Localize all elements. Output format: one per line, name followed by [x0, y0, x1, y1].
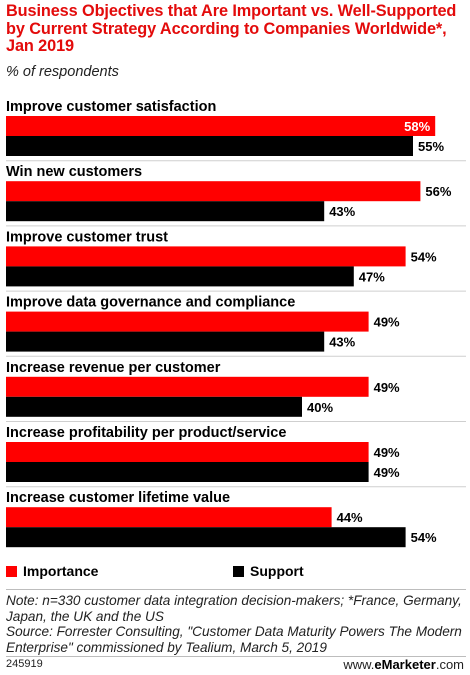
note-text: Note: n=330 customer data integration de…	[6, 593, 462, 624]
data-label: 40%	[307, 400, 333, 415]
bar-support	[6, 396, 302, 417]
bar-importance	[6, 246, 406, 267]
footer-divider	[6, 589, 466, 590]
category-label: Improve data governance and compliance	[6, 295, 295, 311]
bar-support	[6, 201, 325, 222]
data-label: 56%	[425, 184, 451, 199]
legend-swatch-importance	[6, 566, 17, 577]
bar-chart: Improve customer satisfaction 58% 55% Win n…	[6, 99, 466, 548]
brand-link[interactable]: www.eMarketer.com	[343, 657, 464, 672]
footer-bottom-divider	[6, 656, 466, 657]
legend-item-importance: Importance	[6, 563, 98, 579]
data-label: 49%	[374, 465, 400, 480]
footnote: Note: n=330 customer data integration de…	[6, 593, 466, 655]
bar-support	[6, 266, 354, 287]
data-label: 54%	[411, 530, 437, 545]
data-label: 43%	[329, 335, 355, 350]
brand-name: eMarketer	[374, 657, 436, 672]
data-label: 47%	[359, 269, 385, 284]
bar-support	[6, 331, 325, 352]
data-label: 58%	[404, 119, 430, 134]
category-label: Improve customer trust	[6, 229, 168, 245]
data-label: 43%	[329, 204, 355, 219]
category-label: Improve customer satisfaction	[6, 99, 216, 115]
data-label: 49%	[374, 380, 400, 395]
legend-label-importance: Importance	[23, 563, 99, 579]
data-label: 44%	[337, 510, 363, 525]
category-label: Win new customers	[6, 164, 142, 180]
category-label: Increase profitability per product/servi…	[6, 425, 286, 441]
brand-prefix: www.	[343, 657, 375, 672]
data-label: 55%	[418, 139, 444, 154]
legend-swatch-support	[233, 566, 244, 577]
chart-title: Business Objectives that Are Important v…	[6, 2, 457, 55]
bar-support	[6, 462, 369, 482]
chart-id: 245919	[6, 658, 43, 670]
data-label: 49%	[374, 445, 400, 460]
bar-support	[6, 527, 406, 548]
bar-importance	[6, 376, 369, 397]
data-label: 54%	[411, 249, 437, 264]
bar-importance	[6, 442, 369, 462]
category-label: Increase revenue per customer	[6, 360, 221, 376]
chart-subtitle: % of respondents	[6, 64, 119, 80]
bar-support	[6, 136, 413, 156]
category-label: Increase customer lifetime value	[6, 490, 230, 506]
bar-importance	[6, 116, 436, 136]
bar-importance	[6, 311, 369, 332]
data-label: 49%	[374, 315, 400, 330]
bar-importance	[6, 507, 332, 528]
brand-suffix: .com	[435, 657, 464, 672]
source-text: Source: Forrester Consulting, "Customer …	[6, 624, 462, 655]
bar-importance	[6, 181, 421, 202]
legend-item-support: Support	[233, 563, 304, 579]
legend-label-support: Support	[250, 563, 304, 579]
